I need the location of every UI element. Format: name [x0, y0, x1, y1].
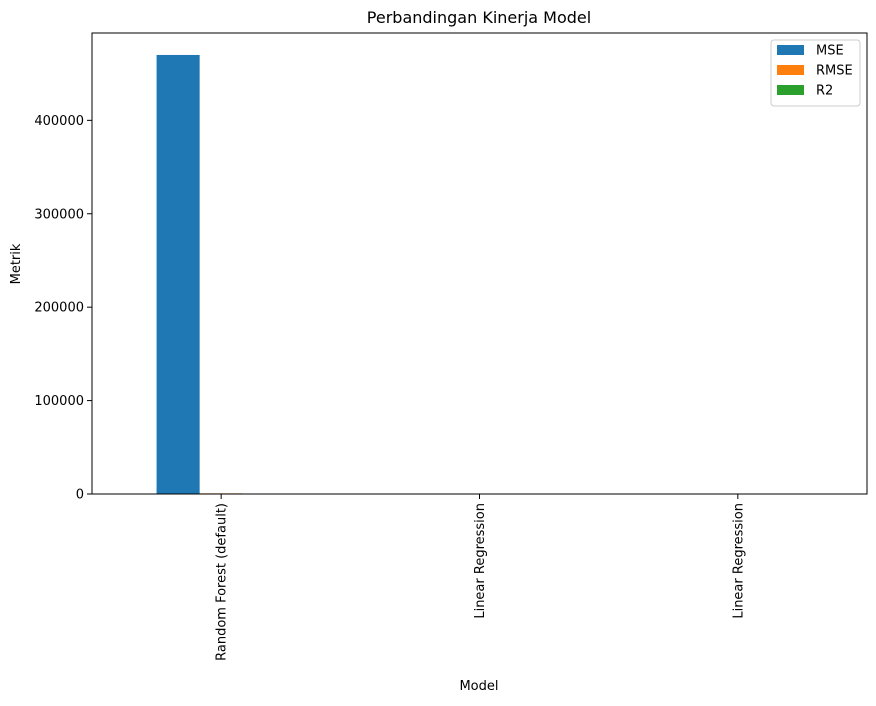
x-axis: Random Forest (default) Linear Regression…: [215, 494, 746, 661]
legend-label-mse: MSE: [816, 44, 844, 59]
y-tick-label: 0: [76, 488, 84, 503]
legend-swatch-r2: [777, 85, 804, 95]
chart-title: Perbandingan Kinerja Model: [367, 8, 591, 27]
legend-label-r2: R2: [816, 84, 833, 99]
legend-label-rmse: RMSE: [816, 64, 853, 79]
y-axis-title: Metrik: [9, 243, 24, 284]
x-tick-label: Linear Regression: [731, 503, 746, 619]
plot-frame: [91, 32, 868, 495]
y-tick-label: 100000: [34, 394, 84, 409]
y-tick-label: 200000: [34, 301, 84, 316]
bars-layer: [156, 54, 243, 494]
legend: MSE RMSE R2: [770, 39, 861, 107]
x-tick-label: Linear Regression: [473, 503, 488, 619]
legend-swatch-rmse: [777, 65, 804, 75]
y-tick-label: 300000: [34, 207, 84, 222]
x-tick-label: Random Forest (default): [215, 503, 230, 661]
legend-swatch-mse: [777, 45, 804, 55]
bar-mse-0: [156, 54, 200, 494]
y-axis: 0 100000 200000 300000 400000: [34, 114, 92, 503]
y-tick-label: 400000: [34, 114, 84, 129]
x-axis-title: Model: [459, 679, 498, 694]
legend-entries: MSE RMSE R2: [777, 44, 853, 99]
